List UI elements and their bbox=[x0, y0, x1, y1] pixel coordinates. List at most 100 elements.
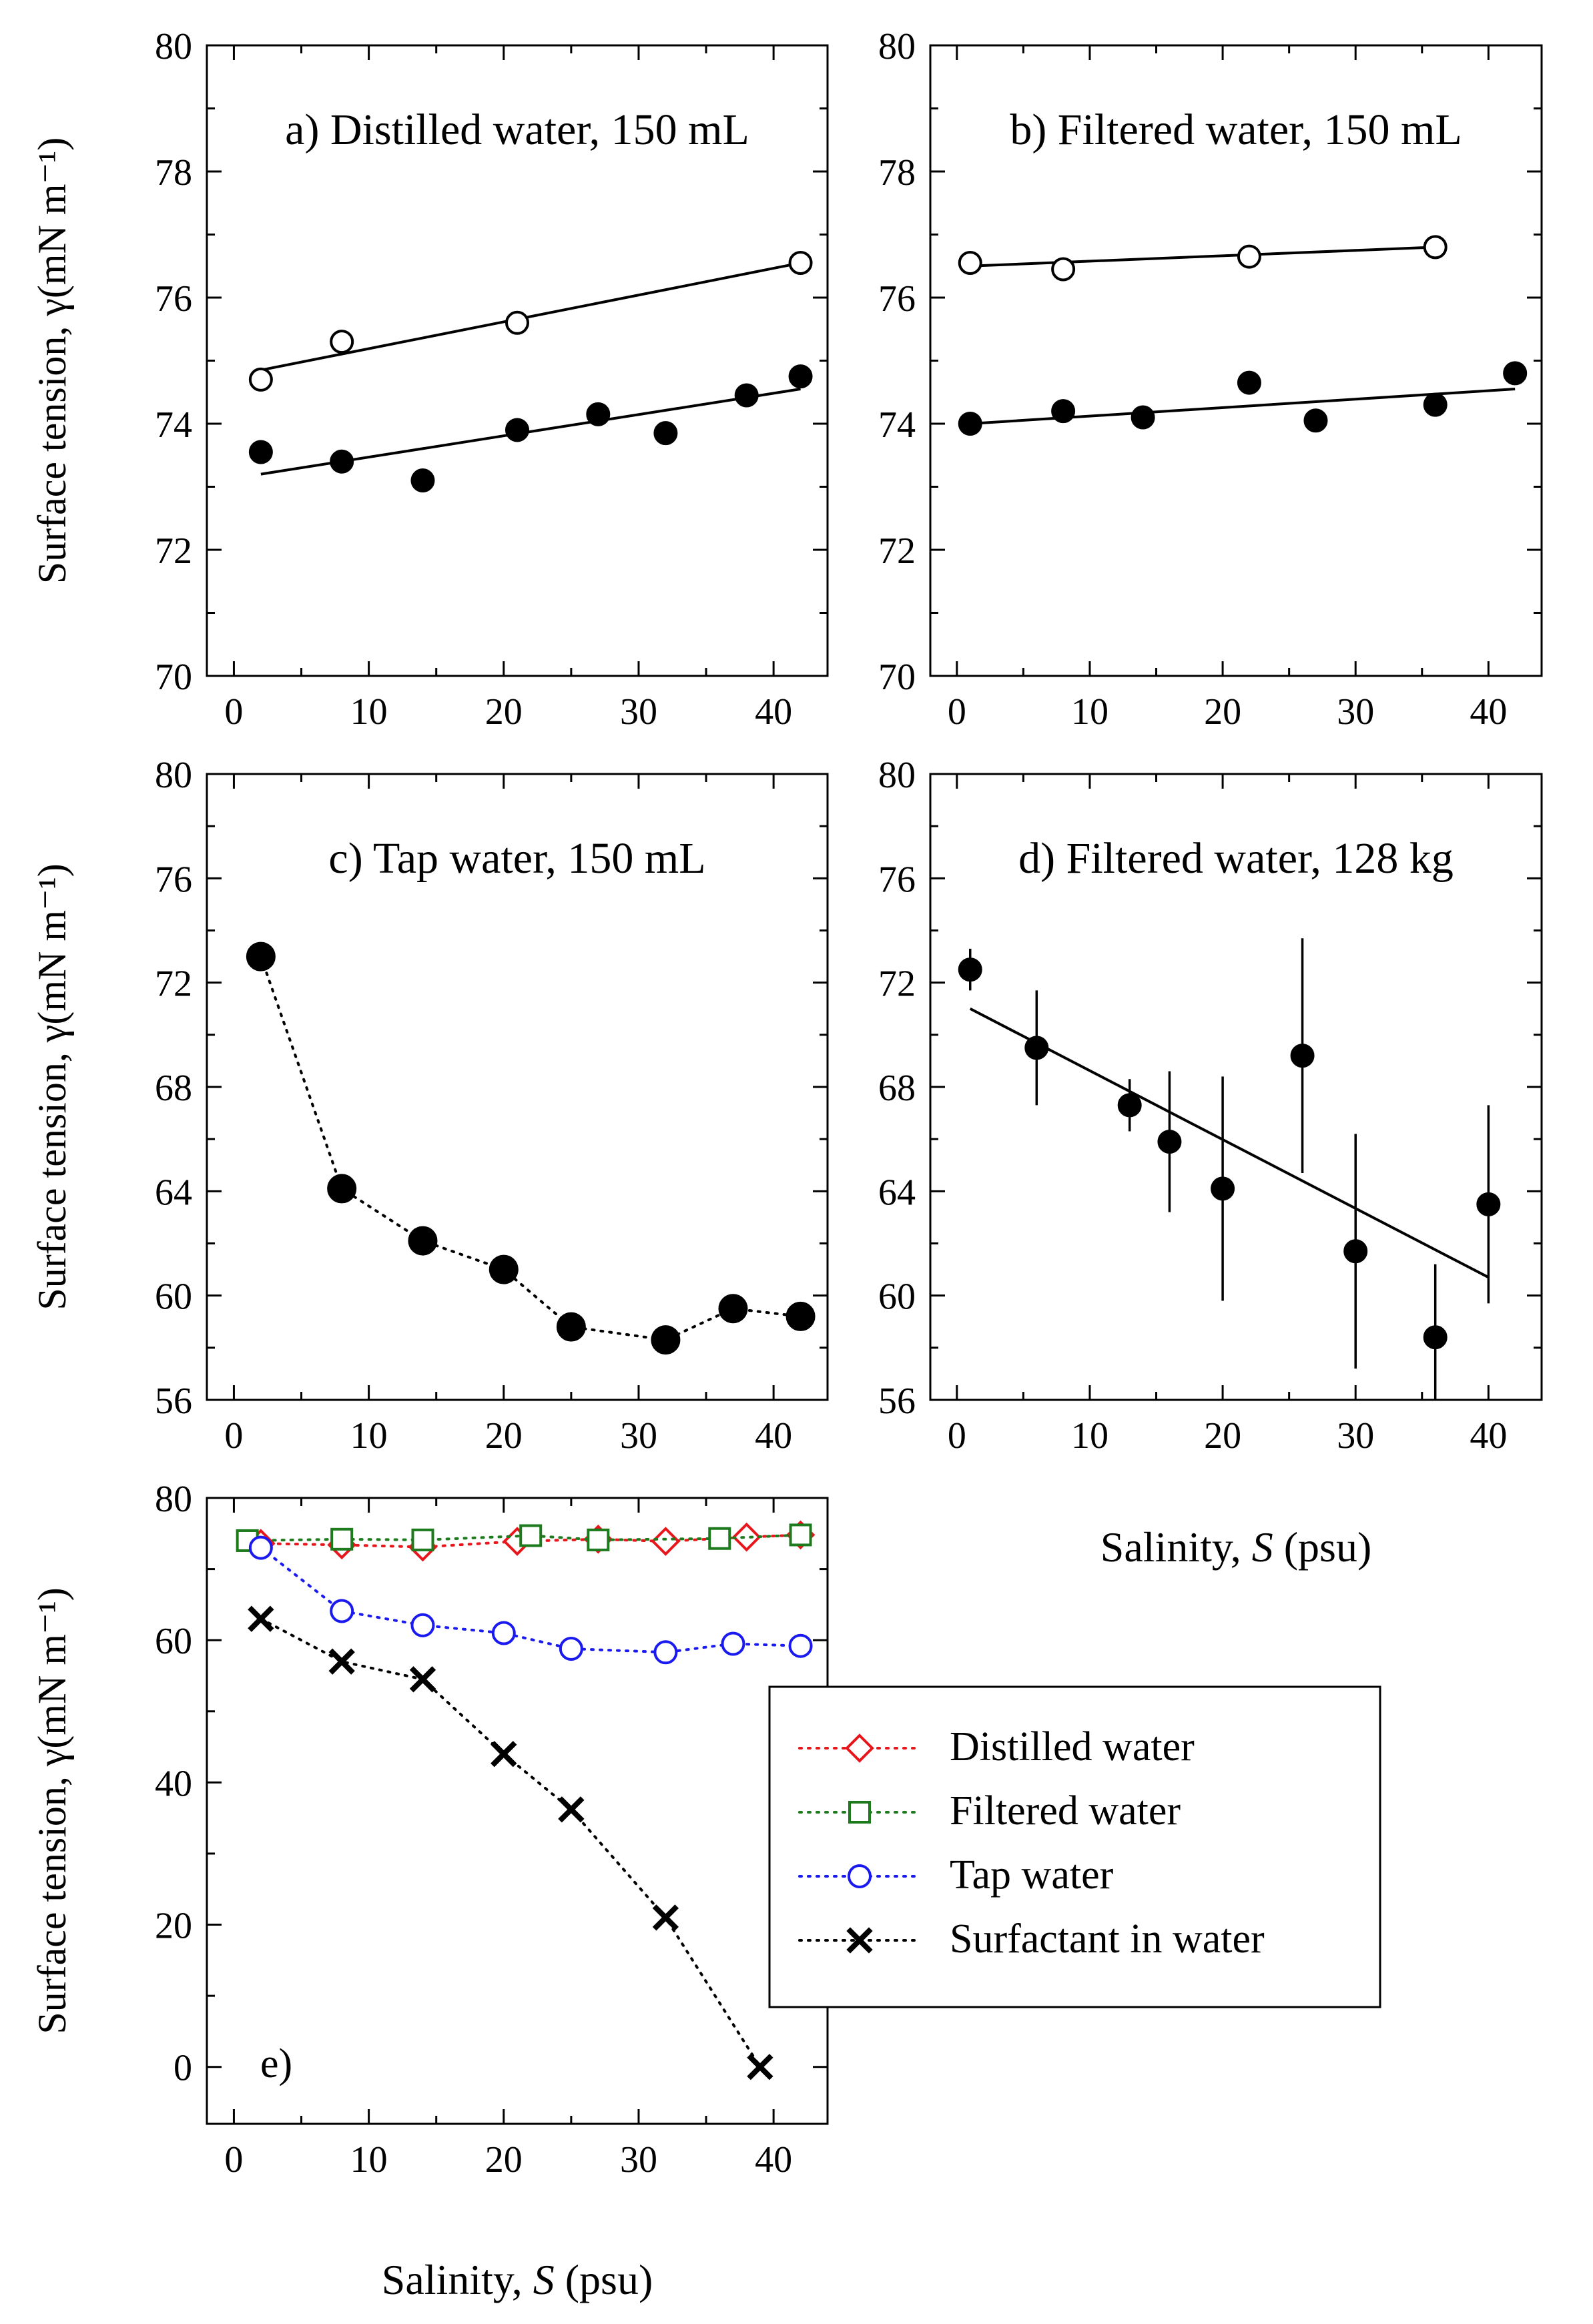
data-point bbox=[652, 1904, 679, 1931]
series-filled bbox=[958, 361, 1528, 436]
y-tick-label: 20 bbox=[155, 1906, 192, 1947]
legend: Distilled water Filtered water Tap water Su… bbox=[768, 1685, 1381, 2008]
y-tick-label: 80 bbox=[155, 26, 192, 67]
data-point bbox=[848, 1801, 871, 1824]
y-tick-label: 80 bbox=[878, 26, 916, 67]
data-point bbox=[1237, 244, 1261, 269]
panel-title: e) bbox=[260, 2041, 292, 2086]
data-point bbox=[1423, 392, 1448, 417]
data-point bbox=[248, 367, 273, 392]
y-axis-label: Surface tension, γ(mN m⁻¹) bbox=[30, 1587, 74, 2034]
data-point bbox=[958, 251, 982, 276]
x-tick-label: 20 bbox=[485, 1415, 523, 1457]
data-point bbox=[330, 330, 354, 354]
y-tick-label: 64 bbox=[155, 1172, 192, 1213]
y-tick-label: 40 bbox=[155, 1763, 192, 1804]
data-point bbox=[1157, 1130, 1182, 1154]
x-tick-label: 30 bbox=[1337, 1415, 1374, 1457]
data-point bbox=[408, 1226, 438, 1256]
series-line bbox=[259, 1617, 761, 2068]
plot-area bbox=[246, 941, 816, 1355]
y-tick-label: 0 bbox=[174, 2048, 192, 2089]
data-point bbox=[491, 1621, 516, 1645]
chart-b: 0 10 20 30 40 70 72 74 76 78 80 b) Filtered water, … bbox=[878, 26, 1543, 733]
series-filled bbox=[958, 938, 1501, 1400]
plot-area bbox=[236, 1520, 816, 2080]
x-tick-label: 20 bbox=[1204, 691, 1241, 733]
data-point bbox=[248, 440, 273, 464]
data-point bbox=[721, 1631, 745, 1656]
y-tick-label: 68 bbox=[878, 1068, 916, 1109]
x-tick-label: 0 bbox=[224, 1415, 243, 1457]
y-tick-label: 78 bbox=[878, 152, 916, 193]
data-point bbox=[559, 1636, 583, 1661]
x-tick-label: 10 bbox=[350, 2139, 388, 2181]
data-point bbox=[651, 1527, 681, 1556]
data-point bbox=[248, 1535, 273, 1560]
panel-title: a) Distilled water, 150 mL bbox=[285, 105, 749, 154]
data-point bbox=[789, 1523, 812, 1547]
data-point bbox=[788, 364, 813, 389]
data-point bbox=[519, 1524, 543, 1547]
data-point bbox=[558, 1796, 585, 1823]
fit-line bbox=[969, 1007, 1490, 1279]
x-tick-label: 40 bbox=[1470, 1415, 1507, 1457]
plot-area bbox=[958, 938, 1501, 1400]
y-tick-label: 56 bbox=[155, 1381, 192, 1422]
data-point bbox=[489, 1254, 519, 1284]
panel-title: c) Tap water, 150 mL bbox=[328, 834, 705, 883]
legend-label: Surfactant in water bbox=[950, 1916, 1265, 1962]
x-tick-label: 0 bbox=[948, 691, 966, 733]
legend-entry: Filtered water bbox=[798, 1788, 1181, 1834]
data-point bbox=[411, 1528, 434, 1551]
x-axis-label: Salinity, S (psu) bbox=[382, 2256, 653, 2303]
x-axis-label: Salinity, S (psu) bbox=[1100, 1523, 1372, 1571]
y-tick-label: 72 bbox=[878, 530, 916, 572]
data-point bbox=[505, 310, 529, 335]
data-point bbox=[328, 1648, 355, 1675]
x-tick-label: 10 bbox=[350, 1415, 388, 1457]
y-tick-label: 76 bbox=[155, 278, 192, 320]
data-point bbox=[556, 1312, 586, 1342]
data-point bbox=[410, 1613, 435, 1637]
legend-entry: Distilled water bbox=[798, 1724, 1195, 1770]
y-tick-label: 70 bbox=[155, 657, 192, 698]
data-point bbox=[958, 957, 982, 982]
plot-area bbox=[248, 251, 813, 493]
data-point bbox=[788, 251, 813, 276]
data-point bbox=[1024, 1036, 1049, 1060]
data-point bbox=[653, 421, 678, 446]
y-tick-label: 64 bbox=[878, 1172, 916, 1213]
x-tick-label: 40 bbox=[755, 691, 792, 733]
plot-frame bbox=[206, 1497, 829, 2125]
data-point bbox=[708, 1527, 731, 1550]
data-point bbox=[747, 2054, 773, 2080]
data-point bbox=[248, 1605, 274, 1632]
data-point bbox=[1051, 257, 1076, 282]
y-axis-label: Surface tension, γ(mN m⁻¹) bbox=[30, 863, 74, 1310]
series-tap-water bbox=[248, 1535, 813, 1665]
legend-label: Tap water bbox=[950, 1852, 1114, 1898]
x-tick-label: 20 bbox=[485, 691, 523, 733]
y-tick-label: 72 bbox=[155, 530, 192, 572]
data-point bbox=[731, 1522, 761, 1552]
x-tick-label: 10 bbox=[1071, 691, 1108, 733]
y-tick-label: 60 bbox=[155, 1276, 192, 1318]
legend-label: Filtered water bbox=[950, 1788, 1181, 1834]
data-point bbox=[1343, 1239, 1368, 1264]
x-tick-label: 30 bbox=[620, 691, 657, 733]
data-point bbox=[327, 1174, 357, 1204]
panel-title: b) Filtered water, 150 mL bbox=[1010, 105, 1462, 154]
x-tick-label: 20 bbox=[485, 2139, 523, 2181]
data-point bbox=[848, 1864, 872, 1888]
legend-label: Distilled water bbox=[950, 1724, 1195, 1770]
data-point bbox=[845, 1733, 874, 1763]
y-tick-label: 80 bbox=[878, 755, 916, 796]
x-tick-label: 30 bbox=[1337, 691, 1374, 733]
data-point bbox=[958, 412, 982, 436]
data-point bbox=[330, 1599, 354, 1623]
x-tick-label: 40 bbox=[755, 2139, 792, 2181]
x-tick-label: 0 bbox=[224, 691, 243, 733]
data-point bbox=[1051, 399, 1076, 424]
